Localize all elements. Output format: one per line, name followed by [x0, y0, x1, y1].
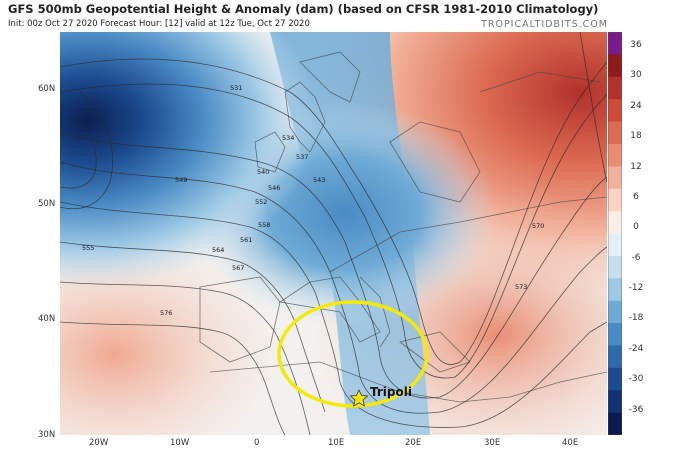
colorbar-segment — [608, 211, 622, 234]
contour-label: 537 — [296, 153, 308, 161]
colorbar-label: 6 — [633, 191, 639, 202]
colorbar-segment — [608, 300, 622, 324]
colorbar-segment — [608, 143, 622, 167]
colorbar-segment — [608, 166, 622, 190]
anomaly-map: 531 534 537 540 543 546 549 552 555 558 … — [60, 32, 607, 435]
colorbar-label: -6 — [631, 252, 641, 263]
colorbar-label: 24 — [630, 100, 642, 111]
contour-label: 555 — [82, 244, 94, 252]
contour-label: 540 — [257, 168, 269, 176]
highlight-circle — [277, 300, 429, 408]
lon-label-20w: 20W — [89, 438, 109, 448]
contour-label: 558 — [258, 221, 270, 229]
colorbar-label: 30 — [630, 70, 642, 81]
colorbar-label: 0 — [633, 222, 639, 233]
colorbar-segment — [608, 121, 622, 145]
lat-label-40n: 40N — [38, 314, 56, 324]
colorbar-label: 12 — [630, 161, 642, 172]
colorbar-segment — [608, 367, 622, 391]
colorbar-segment — [608, 345, 622, 369]
colorbar-segment — [608, 255, 622, 279]
colorbar-segment — [608, 54, 622, 78]
lon-label-10w: 10W — [170, 438, 190, 448]
lon-label-0: 0 — [254, 438, 260, 448]
contour-label: 573 — [515, 283, 527, 291]
colorbar-label: 36 — [630, 40, 642, 50]
colorbar-segment — [608, 323, 622, 346]
lon-label-20e: 20E — [405, 438, 422, 448]
contour-label: 549 — [175, 176, 187, 184]
contour-label: 567 — [232, 264, 244, 272]
colorbar-label: -30 — [628, 374, 644, 385]
map-subtitle: Init: 00z Oct 27 2020 Forecast Hour: [12… — [8, 19, 310, 29]
contour-label: 531 — [230, 84, 242, 92]
star-icon — [349, 389, 369, 407]
colorbar-segment — [608, 278, 622, 302]
colorbar-label: -18 — [628, 313, 644, 324]
colorbar-segment — [608, 32, 622, 55]
contour-label: 534 — [282, 134, 294, 142]
contour-label: 552 — [255, 198, 267, 206]
contour-label: 546 — [268, 184, 280, 192]
contour-label: 564 — [212, 246, 224, 254]
lon-label-40e: 40E — [562, 438, 579, 448]
contour-label: 576 — [160, 309, 172, 317]
contour-label: 543 — [313, 176, 325, 184]
colorbar-segment — [608, 412, 622, 435]
colorbar — [608, 32, 622, 435]
lat-label-60n: 60N — [38, 84, 56, 94]
colorbar-segment — [608, 99, 622, 123]
colorbar-label: -36 — [628, 404, 644, 415]
lat-label-50n: 50N — [38, 199, 56, 209]
contour-label: 561 — [240, 236, 252, 244]
contour-label: 570 — [532, 222, 544, 230]
colorbar-segment — [608, 188, 622, 212]
colorbar-segment — [608, 233, 622, 257]
tripoli-label: Tripoli — [370, 385, 412, 399]
lon-label-30e: 30E — [484, 438, 501, 448]
lat-label-30n: 30N — [38, 430, 56, 440]
colorbar-label: -12 — [628, 283, 644, 294]
colorbar-label: -24 — [628, 343, 644, 354]
colorbar-segment — [608, 390, 622, 414]
colorbar-segment — [608, 76, 622, 100]
colorbar-label: 18 — [630, 131, 642, 142]
brand-watermark: TROPICALTIDBITS.COM — [481, 19, 608, 30]
lon-label-10e: 10E — [328, 438, 345, 448]
map-title: GFS 500mb Geopotential Height & Anomaly … — [8, 2, 599, 16]
